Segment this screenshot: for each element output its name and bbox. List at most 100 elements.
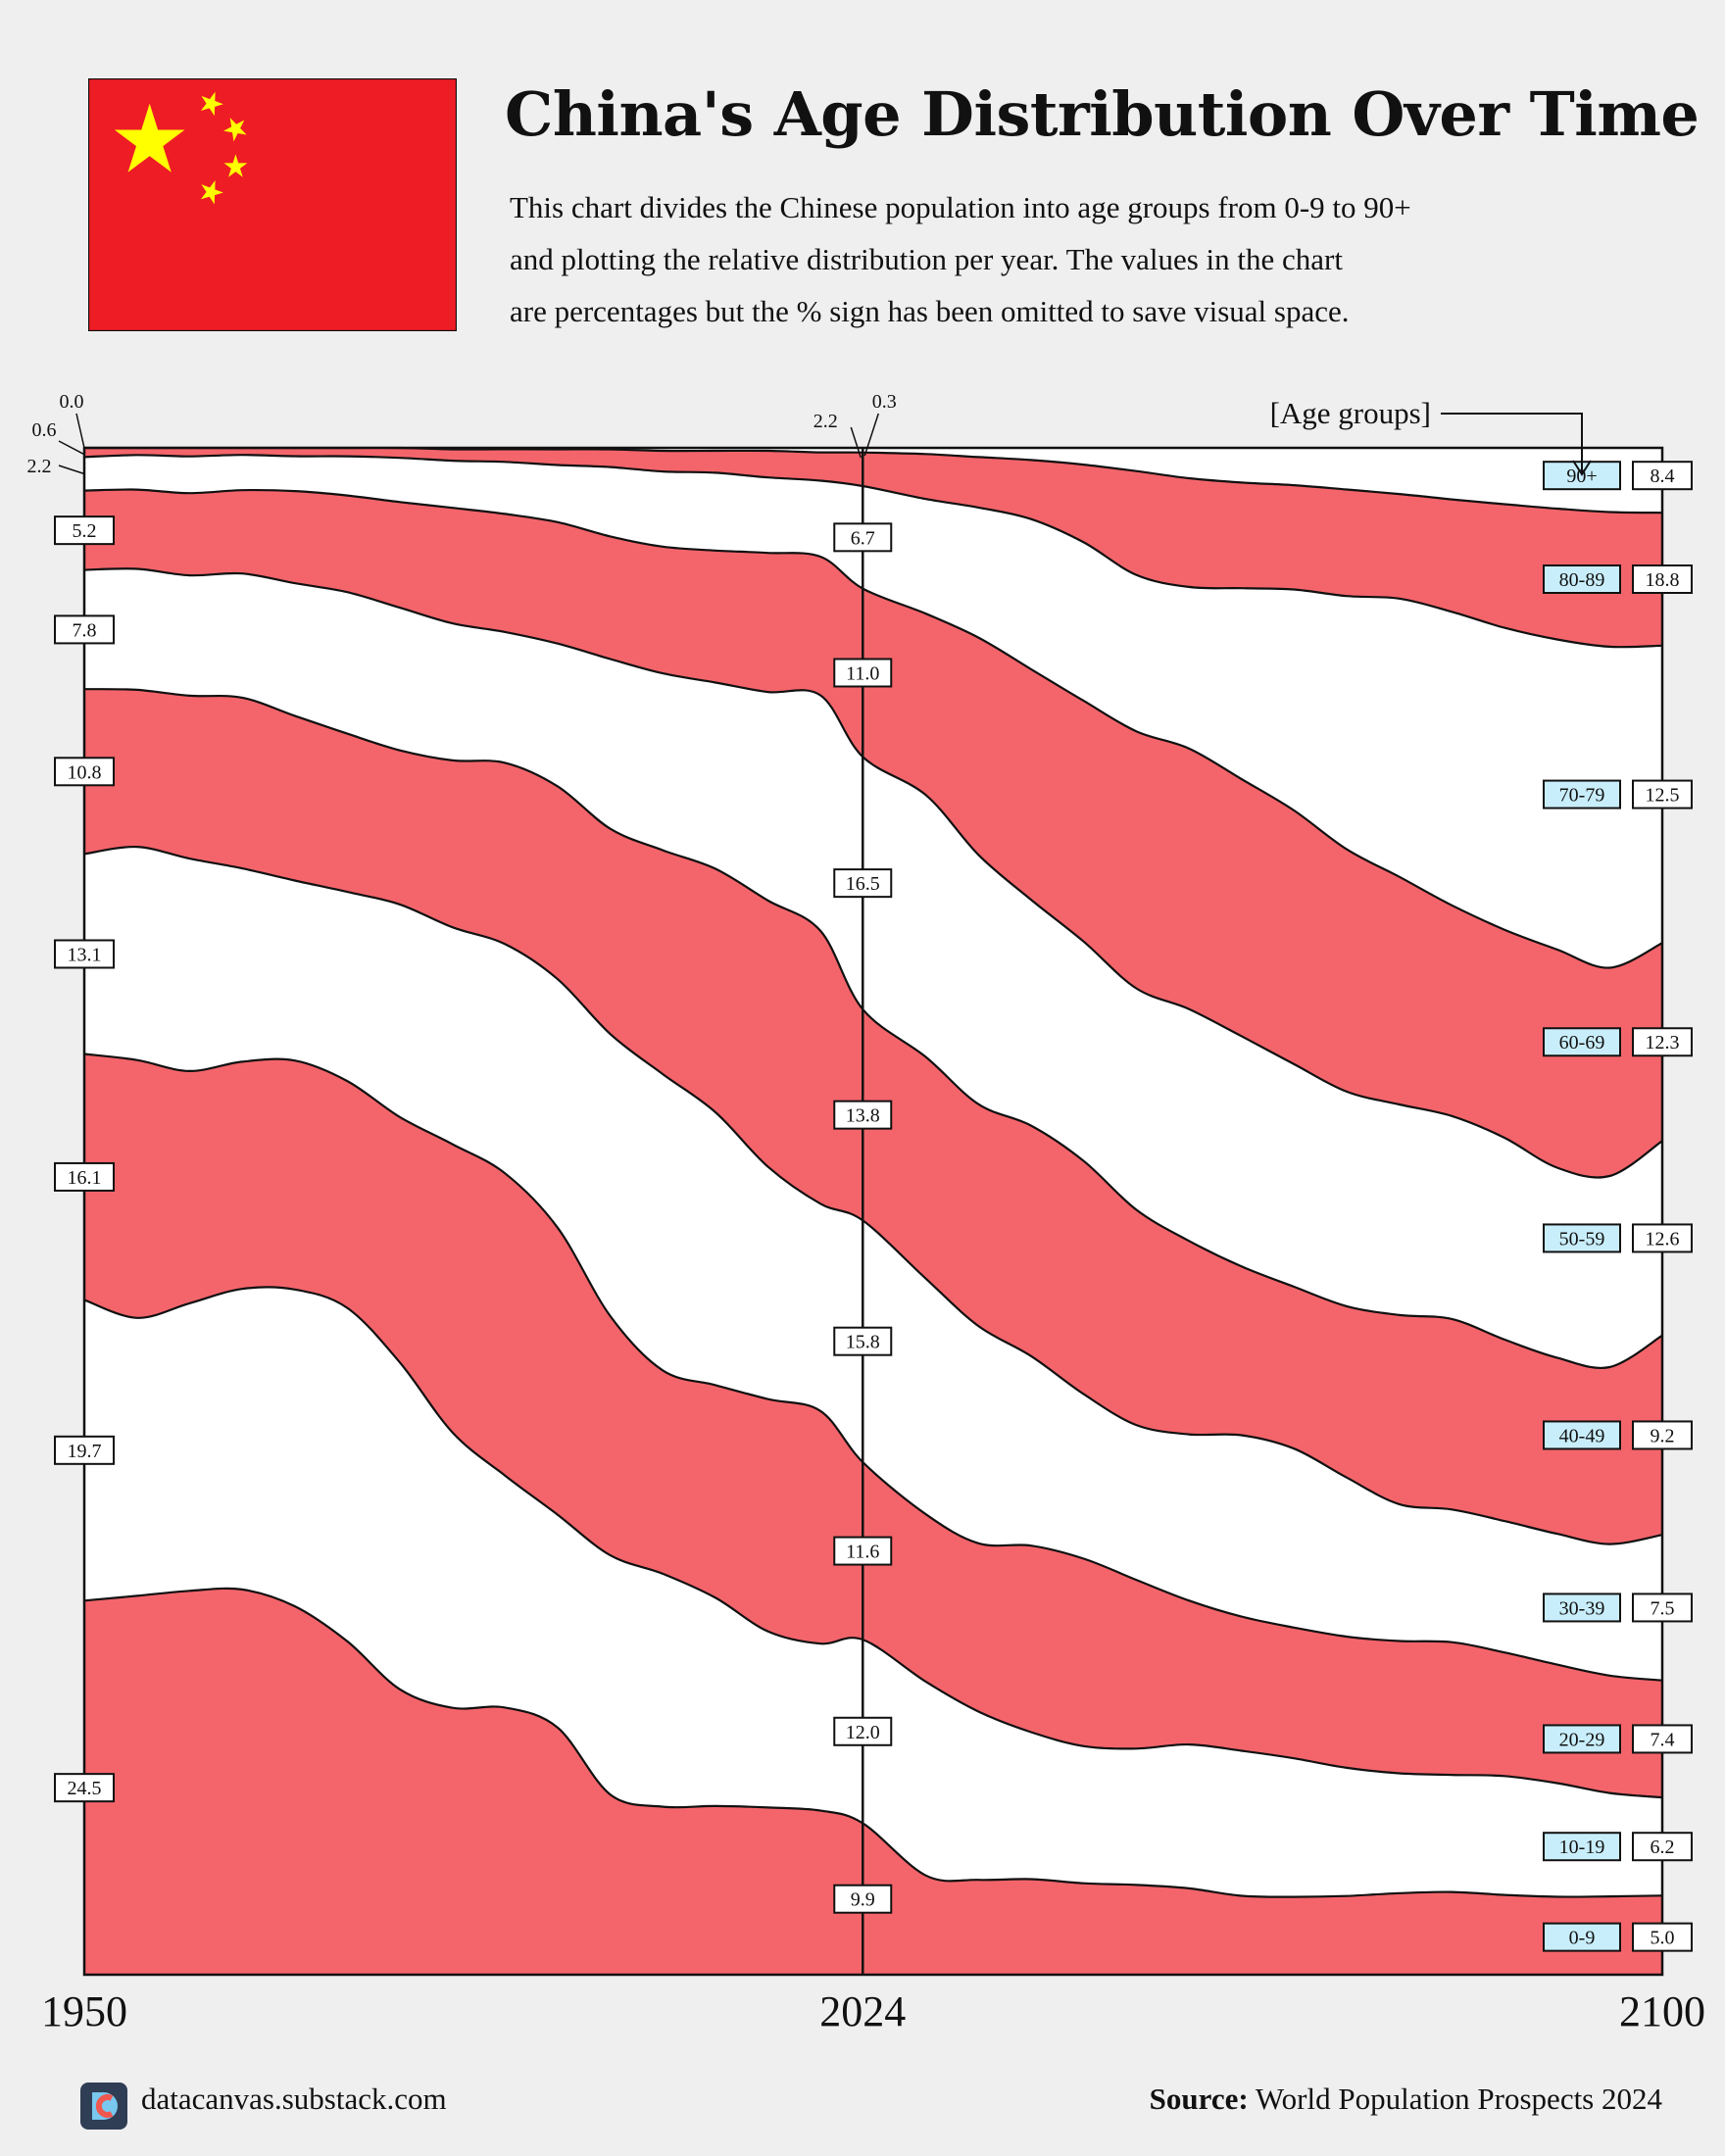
svg-text:16.5: 16.5 (846, 873, 880, 895)
china-flag-icon (88, 78, 457, 331)
legend-group-30-39: 30-39 (1543, 1592, 1621, 1623)
svg-text:12.3: 12.3 (1646, 1032, 1680, 1054)
legend-title: [Age groups] (1270, 396, 1431, 430)
svg-text:8.4: 8.4 (1651, 466, 1675, 487)
label-2024-30-39: 15.8 (833, 1326, 893, 1356)
label-1950-0-9: 24.5 (54, 1773, 115, 1803)
band-10-19 (84, 1287, 1662, 1897)
source-text: World Population Prospects 2024 (1255, 2082, 1662, 2116)
svg-text:50-59: 50-59 (1559, 1228, 1605, 1250)
plot-frame (82, 446, 1664, 1977)
band-70-79 (84, 455, 1662, 968)
subtitle-line: This chart divides the Chinese populatio… (510, 190, 1411, 224)
leader-line (850, 426, 862, 459)
svg-text:90+: 90+ (1566, 466, 1597, 487)
svg-text:7.8: 7.8 (73, 619, 97, 641)
chart-title: China's Age Distribution Over Time (505, 78, 1700, 150)
svg-text:40-49: 40-49 (1559, 1425, 1605, 1446)
svg-text:70-79: 70-79 (1559, 785, 1605, 807)
flag-star-icon (223, 154, 248, 177)
label-2024-70-79: 6.7 (833, 522, 893, 553)
band-90+ (84, 447, 1662, 514)
label-2100-80-89: 18.8 (1632, 564, 1693, 595)
svg-text:10.8: 10.8 (68, 761, 102, 783)
subtitle-line: are percentages but the % sign has been … (510, 294, 1350, 328)
legend-group-50-59: 50-59 (1543, 1223, 1621, 1253)
svg-text:6.2: 6.2 (1651, 1837, 1675, 1858)
label-2024-0-9: 9.9 (833, 1884, 893, 1914)
svg-text:10-19: 10-19 (1559, 1837, 1605, 1858)
source-label: Source: (1149, 2082, 1249, 2116)
label-1950-40-49: 10.8 (54, 757, 115, 787)
legend-group-80-89: 80-89 (1543, 564, 1621, 595)
svg-text:5.0: 5.0 (1651, 1928, 1675, 1949)
label-2100-50-59: 12.6 (1632, 1223, 1693, 1253)
band-0-9 (84, 1588, 1662, 1975)
band-80-89 (84, 447, 1662, 648)
band-boundary-line (83, 1286, 1663, 1799)
label-1950-50-59: 7.8 (54, 614, 115, 645)
label-2100-60-69: 12.3 (1632, 1027, 1693, 1057)
flag-star-icon (114, 103, 185, 172)
svg-text:12.6: 12.6 (1646, 1228, 1680, 1250)
label-2024-40-49: 13.8 (833, 1100, 893, 1130)
legend-group-70-79: 70-79 (1543, 779, 1621, 809)
datacanvas-logo-icon (80, 2082, 127, 2130)
label-2100-20-29: 7.4 (1632, 1724, 1693, 1754)
age-distribution-chart: 24.5 19.7 16.1 13.1 10.8 7.8 5.2 2.2 0.60.0 9.9 12… (27, 391, 1706, 2035)
footer-site[interactable]: datacanvas.substack.com (141, 2082, 447, 2116)
legend-group-10-19: 10-19 (1543, 1832, 1621, 1862)
svg-text:12.0: 12.0 (846, 1722, 880, 1743)
label-2100-40-49: 9.2 (1632, 1420, 1693, 1450)
svg-text:7.5: 7.5 (1651, 1597, 1675, 1619)
label-2100-0-9: 5.0 (1632, 1922, 1693, 1952)
footer-source: Source: World Population Prospects 2024 (1150, 2082, 1662, 2117)
label-1950-60-69: 5.2 (54, 515, 115, 546)
label-1950-80-89: 0.6 (32, 419, 57, 441)
label-1950-10-19: 19.7 (54, 1435, 115, 1465)
svg-text:24.5: 24.5 (68, 1778, 102, 1799)
svg-text:11.6: 11.6 (846, 1542, 879, 1563)
label-2024-80-89: 2.2 (813, 411, 838, 432)
legend-group-60-69: 60-69 (1543, 1027, 1621, 1057)
label-1950-30-39: 13.1 (54, 939, 115, 969)
svg-text:13.1: 13.1 (68, 944, 102, 965)
band-boundary-line (83, 567, 1663, 1179)
label-2100-70-79: 12.5 (1632, 779, 1693, 809)
subtitle-line: and plotting the relative distribution p… (510, 242, 1343, 276)
legend-arrow-line (1441, 413, 1583, 472)
band-30-39 (84, 847, 1662, 1681)
svg-text:19.7: 19.7 (68, 1441, 102, 1462)
svg-text:18.8: 18.8 (1646, 569, 1680, 591)
legend-group-0-9: 0-9 (1543, 1922, 1621, 1952)
legend-group-20-29: 20-29 (1543, 1724, 1621, 1754)
x-tick-label: 1950 (41, 1987, 127, 2035)
leader-line (75, 413, 85, 449)
svg-text:12.5: 12.5 (1646, 785, 1680, 807)
svg-text:30-39: 30-39 (1559, 1597, 1605, 1619)
label-2024-10-19: 12.0 (833, 1716, 893, 1746)
label-2100-90+: 8.4 (1632, 461, 1693, 491)
svg-text:9.9: 9.9 (851, 1889, 875, 1911)
flag-star-icon (200, 179, 223, 205)
svg-text:13.8: 13.8 (846, 1105, 880, 1127)
leader-line (58, 440, 85, 456)
label-2024-20-29: 11.6 (833, 1536, 893, 1566)
band-60-69 (84, 489, 1662, 1178)
label-2100-30-39: 7.5 (1632, 1592, 1693, 1623)
label-1950-20-29: 16.1 (54, 1161, 115, 1192)
chart-subtitle: This chart divides the Chinese populatio… (510, 181, 1647, 337)
svg-text:7.4: 7.4 (1651, 1729, 1675, 1750)
svg-text:5.2: 5.2 (73, 520, 97, 542)
svg-text:6.7: 6.7 (851, 527, 875, 549)
svg-text:16.1: 16.1 (68, 1167, 102, 1189)
band-20-29 (84, 1054, 1662, 1798)
svg-text:9.2: 9.2 (1651, 1425, 1675, 1446)
svg-text:60-69: 60-69 (1559, 1032, 1605, 1054)
leader-line (863, 413, 879, 457)
band-boundary-line (83, 1053, 1663, 1682)
label-2024-90plus: 0.3 (872, 391, 897, 413)
band-50-59 (84, 568, 1662, 1368)
label-2024-60-69: 11.0 (833, 658, 893, 688)
label-2024-50-59: 16.5 (833, 868, 893, 899)
